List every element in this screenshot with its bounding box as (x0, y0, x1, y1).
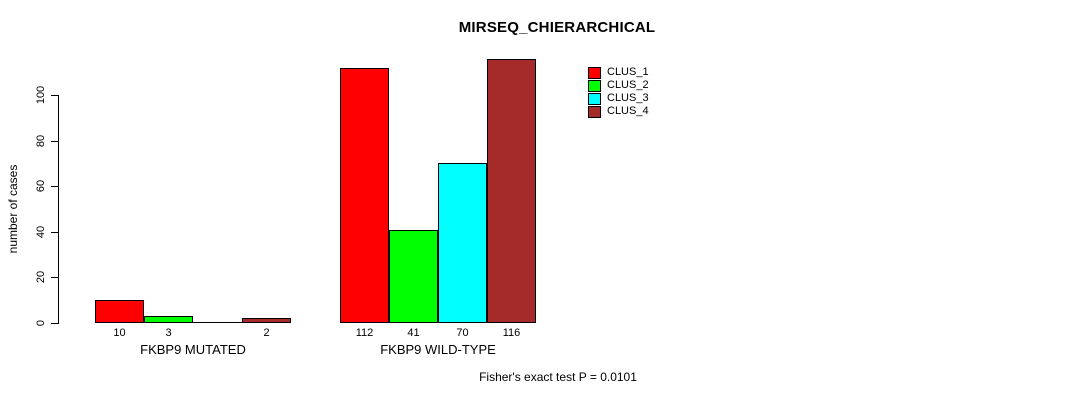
legend-swatch-icon (588, 92, 601, 105)
bar-value-label: 41 (407, 327, 420, 339)
legend-label: CLUS_2 (607, 79, 649, 91)
legend-swatch-icon (588, 79, 601, 92)
bar-clus_3-mutated (193, 322, 242, 323)
y-axis-line (58, 95, 59, 324)
chart-title: MIRSEQ_CHIERARCHICAL (458, 19, 656, 36)
bar-value-label: 10 (113, 327, 126, 339)
y-tick-mark (51, 323, 58, 324)
legend-label: CLUS_4 (607, 105, 649, 117)
bar-clus_1-wild-type (340, 68, 389, 323)
group-label-wild-type: FKBP9 WILD-TYPE (380, 342, 496, 357)
legend-swatch-icon (588, 66, 601, 79)
bar-clus_4-wild-type (487, 59, 536, 323)
legend-row-clus_1: CLUS_1 (588, 66, 649, 79)
y-tick-label: 80 (35, 134, 47, 148)
bar-clus_2-mutated (144, 316, 193, 323)
bar-value-label: 2 (263, 327, 270, 339)
y-tick-label: 20 (35, 270, 47, 284)
legend-swatch-icon (588, 105, 601, 118)
y-tick-mark (51, 95, 58, 96)
legend-label: CLUS_1 (607, 66, 649, 78)
bar-clus_3-wild-type (438, 163, 487, 323)
y-tick-label: 100 (35, 85, 47, 105)
bar-value-label: 3 (165, 327, 172, 339)
bar-clus_1-mutated (95, 300, 144, 323)
legend: CLUS_1 CLUS_2 CLUS_3 CLUS_4 (588, 66, 649, 118)
legend-row-clus_3: CLUS_3 (588, 92, 649, 105)
y-tick-mark (51, 141, 58, 142)
legend-row-clus_2: CLUS_2 (588, 79, 649, 92)
y-tick-label: 0 (35, 319, 47, 327)
legend-label: CLUS_3 (607, 92, 649, 104)
bar-value-label: 116 (502, 327, 521, 339)
y-tick-mark (51, 186, 58, 187)
group-label-mutated: FKBP9 MUTATED (140, 342, 246, 357)
y-tick-mark (51, 277, 58, 278)
legend-row-clus_4: CLUS_4 (588, 105, 649, 118)
y-axis-title: number of cases (6, 164, 20, 254)
bar-value-label: 112 (355, 327, 374, 339)
bar-clus_4-mutated (242, 318, 291, 323)
y-tick-label: 60 (35, 179, 47, 193)
y-tick-label: 40 (35, 225, 47, 239)
y-tick-mark (51, 232, 58, 233)
bar-value-label: 70 (456, 327, 469, 339)
fisher-test-caption: Fisher's exact test P = 0.0101 (479, 370, 637, 384)
bar-clus_2-wild-type (389, 230, 438, 323)
